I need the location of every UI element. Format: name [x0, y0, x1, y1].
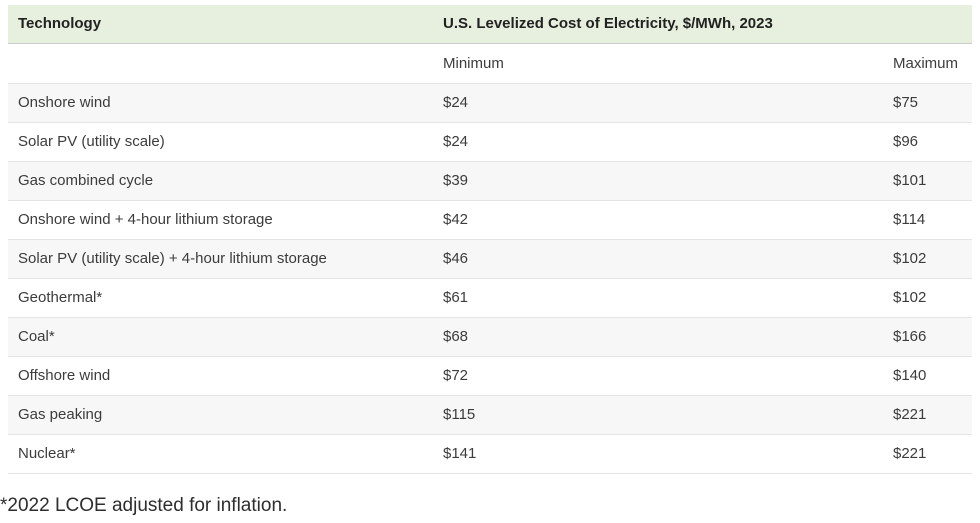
max-cell: $75	[883, 83, 973, 123]
min-cell: $39	[433, 161, 883, 201]
technology-column-header: Technology	[8, 5, 433, 44]
max-cell: $114	[883, 200, 973, 240]
technology-cell: Solar PV (utility scale) + 4-hour lithiu…	[8, 239, 433, 279]
technology-cell: Gas combined cycle	[8, 161, 433, 201]
table-body: Onshore wind $24 $75 Solar PV (utility s…	[8, 83, 973, 474]
table-row: Gas peaking $115 $221	[8, 395, 973, 435]
max-cell: $221	[883, 434, 973, 474]
table-row: Onshore wind + 4-hour lithium storage $4…	[8, 200, 973, 240]
max-cell: $101	[883, 161, 973, 201]
table-row: Gas combined cycle $39 $101	[8, 161, 973, 201]
technology-cell: Onshore wind	[8, 83, 433, 123]
table-row: Nuclear* $141 $221	[8, 434, 973, 474]
min-cell: $61	[433, 278, 883, 318]
min-cell: $141	[433, 434, 883, 474]
table-row: Onshore wind $24 $75	[8, 83, 973, 123]
technology-cell: Solar PV (utility scale)	[8, 122, 433, 162]
technology-cell: Geothermal*	[8, 278, 433, 318]
min-cell: $72	[433, 356, 883, 396]
table-row: Solar PV (utility scale) + 4-hour lithiu…	[8, 239, 973, 279]
lcoe-column-header: U.S. Levelized Cost of Electricity, $/MW…	[433, 5, 973, 44]
max-cell: $140	[883, 356, 973, 396]
min-cell: $115	[433, 395, 883, 435]
technology-cell: Gas peaking	[8, 395, 433, 435]
technology-cell: Offshore wind	[8, 356, 433, 396]
table-footnote: *2022 LCOE adjusted for inflation.	[0, 494, 288, 516]
min-cell: $24	[433, 83, 883, 123]
lcoe-table-container: Technology U.S. Levelized Cost of Electr…	[8, 5, 973, 474]
technology-cell: Nuclear*	[8, 434, 433, 474]
min-cell: $24	[433, 122, 883, 162]
min-cell: $42	[433, 200, 883, 240]
min-cell: $68	[433, 317, 883, 357]
max-cell: $96	[883, 122, 973, 162]
technology-cell: Coal*	[8, 317, 433, 357]
max-cell: $221	[883, 395, 973, 435]
max-cell: $102	[883, 278, 973, 318]
min-cell: $46	[433, 239, 883, 279]
maximum-column-header: Maximum	[883, 43, 973, 84]
table-row: Coal* $68 $166	[8, 317, 973, 357]
lcoe-table: Technology U.S. Levelized Cost of Electr…	[8, 5, 973, 474]
minimum-column-header: Minimum	[433, 43, 883, 84]
max-cell: $166	[883, 317, 973, 357]
table-row: Solar PV (utility scale) $24 $96	[8, 122, 973, 162]
table-row: Offshore wind $72 $140	[8, 356, 973, 396]
table-subheader-row: Minimum Maximum	[8, 43, 973, 84]
table-header-row: Technology U.S. Levelized Cost of Electr…	[8, 5, 973, 44]
table-row: Geothermal* $61 $102	[8, 278, 973, 318]
technology-cell: Onshore wind + 4-hour lithium storage	[8, 200, 433, 240]
subheader-empty-cell	[8, 43, 433, 84]
max-cell: $102	[883, 239, 973, 279]
